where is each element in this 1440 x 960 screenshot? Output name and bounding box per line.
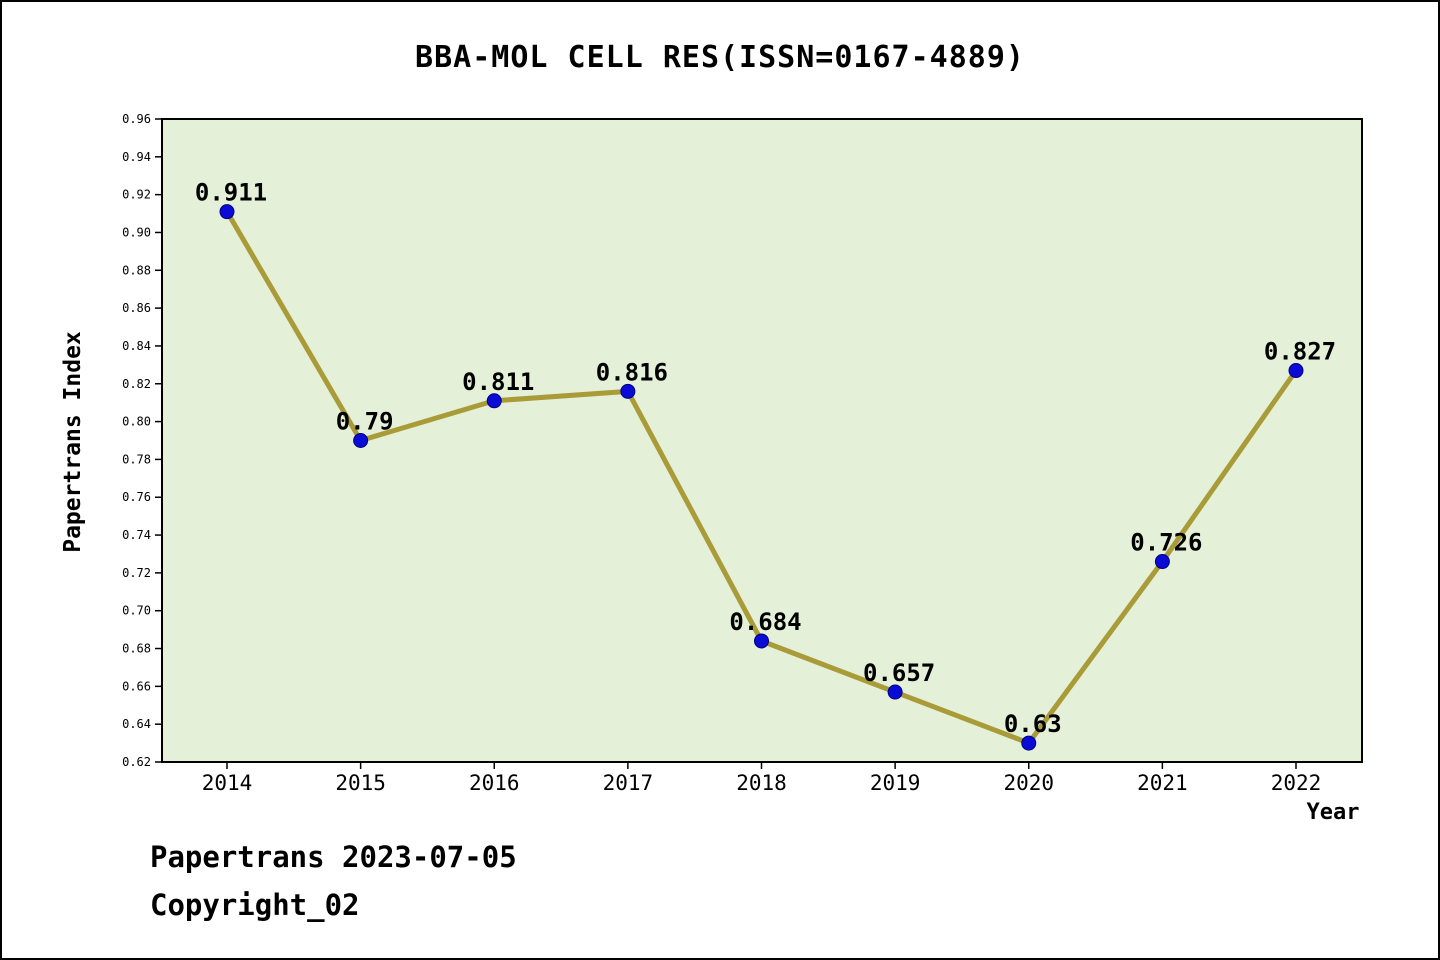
y-tick-label: 0.74 bbox=[122, 528, 151, 542]
y-tick-label: 0.88 bbox=[122, 263, 151, 277]
x-tick-label: 2020 bbox=[1003, 771, 1054, 795]
y-tick-label: 0.94 bbox=[122, 150, 151, 164]
data-point-2014 bbox=[219, 204, 235, 220]
data-point-label: 0.63 bbox=[1004, 710, 1062, 738]
x-tick-label: 2015 bbox=[335, 771, 386, 795]
y-tick-label: 0.66 bbox=[122, 679, 151, 693]
y-tick-label: 0.82 bbox=[122, 377, 151, 391]
y-tick-label: 0.64 bbox=[122, 717, 151, 731]
y-tick-label: 0.86 bbox=[122, 301, 151, 315]
data-point-label: 0.827 bbox=[1264, 338, 1336, 366]
data-point-2015 bbox=[353, 433, 369, 448]
data-point-label: 0.684 bbox=[729, 608, 801, 636]
chart-generated-layer: 0.62 0.64 0.66 0.68 0.70 0.72 0.74 0.76 0.78 0.80… bbox=[122, 112, 1363, 795]
data-point-2019 bbox=[887, 684, 903, 700]
y-tick-label: 0.68 bbox=[122, 642, 151, 656]
chart-title: BBA-MOL CELL RES(ISSN=0167-4889) bbox=[415, 40, 1025, 75]
x-tick-label: 2016 bbox=[469, 771, 520, 795]
data-point-label: 0.816 bbox=[596, 358, 668, 386]
data-point-2021 bbox=[1154, 554, 1170, 570]
data-point-2020 bbox=[1021, 735, 1037, 751]
x-tick-label: 2014 bbox=[202, 771, 253, 795]
x-tick-label: 2021 bbox=[1137, 771, 1188, 795]
data-point-label: 0.911 bbox=[195, 179, 267, 207]
y-tick-label: 0.92 bbox=[122, 188, 151, 202]
data-point-label: 0.79 bbox=[336, 408, 394, 436]
y-tick-label: 0.78 bbox=[122, 452, 151, 466]
y-tick-label: 0.90 bbox=[122, 225, 151, 239]
plot-background bbox=[162, 119, 1362, 762]
data-point-2022 bbox=[1288, 363, 1304, 379]
x-tick-label: 2019 bbox=[870, 771, 921, 795]
x-tick-label: 2022 bbox=[1271, 771, 1322, 795]
footer-copyright: Copyright_02 bbox=[150, 888, 360, 922]
data-point-2018 bbox=[754, 633, 769, 649]
data-point-label: 0.657 bbox=[863, 659, 935, 687]
data-point-2016 bbox=[486, 393, 502, 409]
y-tick-label: 0.62 bbox=[122, 755, 151, 769]
y-tick-label: 0.80 bbox=[122, 415, 151, 429]
data-point-label: 0.811 bbox=[462, 368, 534, 396]
y-tick-label: 0.76 bbox=[122, 490, 151, 504]
y-tick-label: 0.84 bbox=[122, 339, 151, 353]
y-axis-label: Papertrans Index bbox=[60, 331, 86, 553]
x-tick-label: 2018 bbox=[736, 771, 787, 795]
y-tick-label: 0.96 bbox=[122, 112, 151, 126]
y-tick-label: 0.72 bbox=[122, 566, 151, 580]
x-axis-label: Year bbox=[1307, 800, 1360, 825]
footer-source-date: Papertrans 2023-07-05 bbox=[150, 840, 517, 874]
data-point-label: 0.726 bbox=[1130, 529, 1202, 557]
data-point-2017 bbox=[620, 383, 636, 399]
x-tick-label: 2017 bbox=[603, 771, 654, 795]
plot-border bbox=[161, 118, 1363, 763]
y-tick-label: 0.70 bbox=[122, 604, 151, 618]
